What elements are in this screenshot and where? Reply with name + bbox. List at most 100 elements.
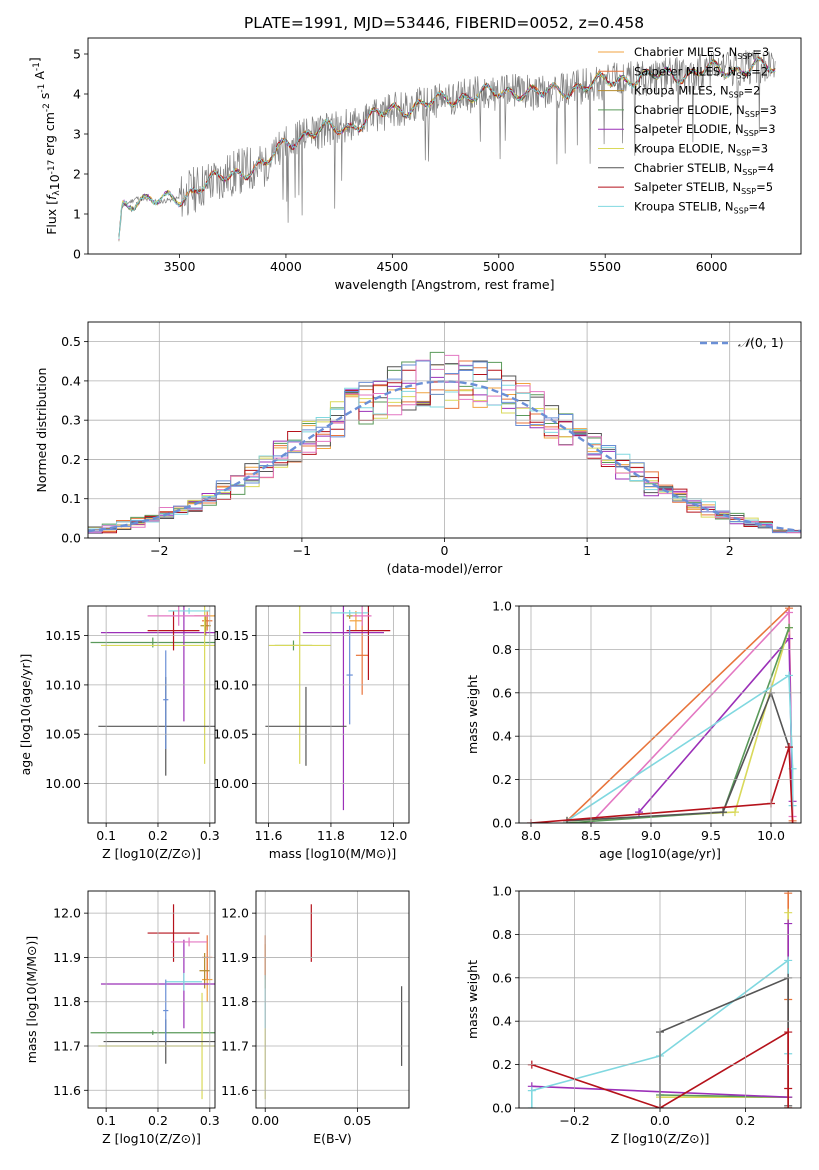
legend-value: =4 xyxy=(749,199,766,213)
y-tick-label: 0.4 xyxy=(492,729,512,744)
weight-series xyxy=(566,690,790,822)
x-tick-label: 3500 xyxy=(164,259,196,274)
x-tick-label: 5500 xyxy=(589,259,621,274)
legend-value: =2 xyxy=(744,84,761,98)
weight-marker xyxy=(784,956,793,965)
x-axis-label: Z [log10(Z/Z⊙)] xyxy=(611,1131,710,1146)
x-tick-label: 4000 xyxy=(270,259,302,274)
x-tick-label: 4500 xyxy=(376,259,408,274)
y-tick-label: 10.15 xyxy=(213,628,249,643)
x-tick-label: −2 xyxy=(150,543,168,558)
plot-area-mass-weight-vs-age xyxy=(527,606,797,823)
y-axis-label: Flux [fλ10-17 erg cm-2 s-1 A-1] xyxy=(27,57,62,235)
y-tick-label: 3 xyxy=(73,127,81,142)
x-tick-label: 1 xyxy=(583,543,591,558)
weight-marker xyxy=(785,671,793,680)
legend-label: Salpeter ELODIE, NSSP=3 xyxy=(634,122,776,138)
y-tick-label: 11.8 xyxy=(53,994,81,1009)
axes-frame xyxy=(87,37,802,255)
legend-value: =3 xyxy=(752,45,769,59)
weight-marker xyxy=(784,908,793,917)
x-tick-label: 2 xyxy=(726,543,734,558)
panel-residuals: −2 −1 0 1 2 0.0 0.1 0.2 0.3 0.4 0.5 (data-model)/er… xyxy=(34,321,802,576)
legend-name: Salpeter STELIB, N xyxy=(634,180,741,194)
panel-mass-weight-vs-Z: −0.2 0.0 0.2 0.0 0.2 0.4 0.6 0.8 1.0 Z [log10(Z/Z… xyxy=(465,884,802,1146)
y-axis-label: age [log10(age/yr)] xyxy=(18,654,33,776)
weight-series xyxy=(566,627,790,823)
legend-sub: SSP xyxy=(737,52,752,61)
weight-marker xyxy=(731,808,739,817)
x-axis-label: E(B-V) xyxy=(313,1131,352,1146)
y-tick-label: 0 xyxy=(73,247,81,262)
x-tick-label: 11.6 xyxy=(255,828,283,843)
y-tick-label: 0.8 xyxy=(492,642,512,657)
y-tick-label: 11.7 xyxy=(53,1039,81,1054)
panel-mass-vs-Z: 0.1 0.2 0.3 11.6 11.7 11.8 11.9 12.0 Z [log10(Z/… xyxy=(24,890,220,1146)
x-tick-label: 0.1 xyxy=(96,1113,116,1128)
plot-area-spectrum xyxy=(118,50,776,242)
y-tick-label: 11.9 xyxy=(221,950,249,965)
legend-label: Chabrier ELODIE, NSSP=3 xyxy=(634,103,777,119)
panel-age-vs-Z: 0.1 0.2 0.3 10.00 10.05 10.10 10.15 Z [log10(Z/… xyxy=(18,605,220,861)
legend-sub: SSP xyxy=(744,129,759,138)
weight-marker xyxy=(788,819,797,823)
y-tick-label: 0.3 xyxy=(61,413,81,428)
x-tick-label: 11.8 xyxy=(317,828,345,843)
figure-title: PLATE=1991, MJD=53446, FIBERID=0052, z=0… xyxy=(244,14,644,32)
legend-name: Kroupa ELODIE, N xyxy=(634,142,736,156)
legend-label: Kroupa STELIB, NSSP=4 xyxy=(634,199,765,215)
x-tick-label: 0.05 xyxy=(343,1113,371,1128)
y-tick-label: 5 xyxy=(73,47,81,62)
legend-name: Kroupa STELIB, N xyxy=(634,199,734,213)
y-tick-label: 0.2 xyxy=(61,452,81,467)
x-tick-label: 6000 xyxy=(696,259,728,274)
y-tick-label: 2 xyxy=(73,167,81,182)
y-tick-label: 4 xyxy=(73,87,81,102)
weight-marker xyxy=(785,608,793,617)
legend-sub: SSP xyxy=(729,91,744,100)
x-tick-label: 0.0 xyxy=(650,1113,670,1128)
observed-spectrum xyxy=(118,50,776,242)
legend-value: =2 xyxy=(751,64,768,78)
legend-label: Kroupa ELODIE, NSSP=3 xyxy=(634,142,768,158)
weight-marker xyxy=(784,919,793,928)
legend-name: Kroupa MILES, N xyxy=(634,84,729,98)
x-tick-label: 8.5 xyxy=(581,828,601,843)
y-tick-label: 0.0 xyxy=(61,531,81,546)
axes-frame xyxy=(518,890,802,1109)
x-axis-label: Z [log10(Z/Z⊙)] xyxy=(102,846,201,861)
legend-sub: SSP xyxy=(742,168,757,177)
weight-marker xyxy=(527,1086,536,1095)
x-axis-label: Z [log10(Z/Z⊙)] xyxy=(102,1131,201,1146)
y-tick-label: 10.00 xyxy=(213,776,249,791)
y-tick-label: 11.6 xyxy=(221,1083,249,1098)
y-tick-label: 10.05 xyxy=(45,727,81,742)
y-tick-label: 11.9 xyxy=(53,950,81,965)
y-tick-label: 0.0 xyxy=(492,816,512,831)
legend-name: Salpeter MILES, N xyxy=(634,64,736,78)
legend-value: =3 xyxy=(760,103,777,117)
model-line xyxy=(118,57,776,240)
panels: 3500 4000 4500 5000 5500 6000 0 1 2 3 4 5 wavelength… xyxy=(18,37,802,1146)
legend-label: 𝒩(0, 1) xyxy=(738,335,784,350)
axes-frame xyxy=(87,605,216,824)
y-tick-label: 10.05 xyxy=(213,727,249,742)
y-label-part: -1 xyxy=(32,62,42,71)
panel-mass-weight-vs-age: 8.0 8.5 9.0 9.5 10.0 0.0 0.2 0.4 0.6 0.8 1.0 age [l… xyxy=(465,599,802,861)
x-tick-label: 9.5 xyxy=(701,828,721,843)
y-tick-label: 11.6 xyxy=(53,1083,81,1098)
x-tick-label: −1 xyxy=(293,543,311,558)
y-tick-label: 10.00 xyxy=(45,776,81,791)
x-axis-label: mass [log10(M/M⊙)] xyxy=(269,846,397,861)
legend-name: Chabrier STELIB, N xyxy=(634,161,742,175)
x-tick-label: 0.3 xyxy=(200,1113,220,1128)
plot-area-age-vs-Z xyxy=(90,606,215,776)
y-tick-label: 0.1 xyxy=(61,491,81,506)
x-tick-label: −0.2 xyxy=(559,1113,589,1128)
y-label-part: s xyxy=(37,93,52,104)
x-tick-label: 9.0 xyxy=(641,828,661,843)
legend-sub: SSP xyxy=(736,71,751,80)
y-axis-label: mass weight xyxy=(465,675,480,754)
x-tick-label: 0.2 xyxy=(736,1113,756,1128)
y-tick-label: 0.5 xyxy=(61,334,81,349)
